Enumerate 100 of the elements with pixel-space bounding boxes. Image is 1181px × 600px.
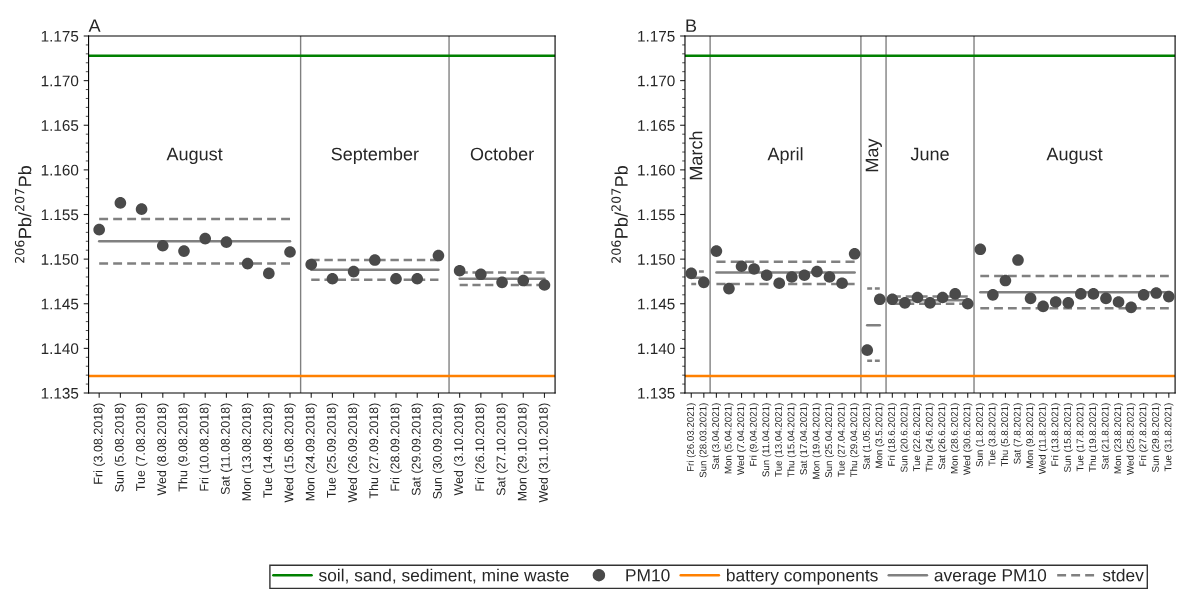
x-tick-label: Sat (1.05.2021) bbox=[862, 403, 872, 470]
x-tick-label: Wed (26.09.2018) bbox=[347, 403, 360, 503]
point bbox=[1150, 287, 1163, 299]
legend-label: PM10 bbox=[626, 569, 670, 582]
y-tick-label: 1.165 bbox=[41, 120, 79, 131]
x-tick-label: Mon (28.6.2021) bbox=[950, 403, 960, 474]
x-tick-label: Thu (29.04.2021) bbox=[850, 403, 860, 478]
annotation: September bbox=[331, 147, 419, 165]
x-tick-label: Thu (27.09.2018) bbox=[369, 403, 381, 499]
point bbox=[798, 269, 811, 281]
x-tick-label: Tue (27.04.2021) bbox=[837, 403, 847, 477]
y-tick-label: 1.170 bbox=[638, 75, 675, 87]
point bbox=[735, 260, 748, 273]
x-tick-label: Thu (24.6.2021) bbox=[925, 403, 935, 472]
y-tick-label: 1.160 bbox=[41, 164, 79, 176]
x-tick-label: Wed (25.8.2021) bbox=[1126, 403, 1136, 475]
y-tick-label: 1.135 bbox=[41, 387, 79, 399]
point bbox=[836, 277, 848, 290]
y-tick-label: 1.135 bbox=[638, 387, 675, 399]
x-tick-label: Sun (11.04.2021) bbox=[762, 403, 772, 477]
point bbox=[453, 264, 466, 277]
y-tick-label: 1.155 bbox=[41, 209, 79, 221]
y-tick-label: 1.145 bbox=[638, 298, 675, 310]
point bbox=[1137, 289, 1150, 301]
x-tick-label: Tue (3.8.2021) bbox=[988, 403, 998, 466]
annotation: August bbox=[1046, 147, 1103, 165]
y-tick-label: 1.175 bbox=[41, 31, 79, 42]
point bbox=[873, 293, 886, 306]
point bbox=[685, 267, 698, 280]
x-tick-label: Fri (27.8.2021) bbox=[1139, 403, 1149, 466]
y-axis-title: $^{206}$Pb/$^{207}$Pb bbox=[611, 165, 628, 263]
y-tick-label: 1.170 bbox=[41, 75, 79, 87]
y-axis-title: $^{206}$Pb/$^{207}$Pb bbox=[14, 165, 32, 263]
point bbox=[305, 258, 318, 271]
x-tick-label: Sat (26.6.2021) bbox=[938, 403, 948, 470]
y-tick-label: 1.155 bbox=[638, 209, 675, 221]
point bbox=[911, 291, 924, 304]
x-tick-label: Wed (3.10.2018) bbox=[453, 403, 466, 496]
x-tick-label: Wed (8.08.2018) bbox=[156, 403, 169, 496]
x-tick-label: Fri (28.09.2018) bbox=[390, 403, 402, 491]
point bbox=[1024, 292, 1037, 305]
x-tick-label: Tue (17.8.2021) bbox=[1076, 403, 1086, 472]
y-tick-label: 1.175 bbox=[638, 31, 675, 42]
x-tick-label: Fri (26.10.2018) bbox=[475, 403, 487, 491]
point bbox=[710, 245, 723, 257]
annotation: May bbox=[865, 138, 882, 172]
point bbox=[538, 279, 551, 291]
x-tick-label: Tue (31.8.2021) bbox=[1164, 403, 1174, 472]
point bbox=[949, 288, 961, 300]
x-tick-label: Mon (3.5.2021) bbox=[875, 403, 885, 468]
point bbox=[987, 289, 999, 301]
point bbox=[517, 274, 530, 287]
point bbox=[974, 243, 987, 256]
point bbox=[1112, 296, 1125, 308]
y-tick-label: 1.150 bbox=[638, 253, 675, 265]
point bbox=[886, 293, 899, 306]
x-tick-label: Sun (25.04.2021) bbox=[824, 403, 835, 478]
x-tick-label: Fri (13.8.2021) bbox=[1051, 403, 1061, 466]
y-tick-label: 1.140 bbox=[41, 343, 79, 355]
x-tick-label: Tue (25.09.2018) bbox=[326, 403, 339, 498]
x-tick-label: Sun (1.8.2021) bbox=[975, 403, 985, 467]
y-tick-label: 1.150 bbox=[41, 253, 79, 265]
x-tick-label: Thu (5.8.2021) bbox=[1000, 403, 1010, 467]
point bbox=[848, 247, 861, 260]
y-tick-label: 1.165 bbox=[638, 120, 675, 131]
y-tick-label: 1.145 bbox=[41, 298, 79, 310]
point bbox=[999, 274, 1012, 287]
point bbox=[241, 257, 254, 270]
point bbox=[326, 272, 339, 285]
x-tick-label: Sun (28.03.2021) bbox=[699, 403, 709, 478]
point bbox=[475, 268, 487, 281]
annotation: April bbox=[767, 147, 803, 165]
x-tick-label: Mon (13.08.2018) bbox=[241, 403, 254, 501]
x-tick-label: Sat (11.08.2018) bbox=[220, 403, 233, 495]
point bbox=[773, 277, 786, 290]
annotation: June bbox=[910, 147, 949, 161]
x-tick-label: Sat (27.10.2018) bbox=[496, 403, 508, 496]
x-tick-label: Wed (30.6.2021) bbox=[963, 403, 973, 475]
point bbox=[1163, 290, 1175, 303]
y-tick-label: 1.160 bbox=[638, 164, 675, 176]
x-tick-label: Fri (10.08.2018) bbox=[199, 403, 212, 491]
point bbox=[347, 265, 360, 278]
x-tick-label: Wed (31.10.2018) bbox=[538, 403, 551, 503]
x-tick-label: Fri (26.03.2021) bbox=[686, 403, 696, 472]
x-tick-label: Mon (9.8.2021) bbox=[1026, 403, 1036, 468]
point bbox=[284, 246, 296, 258]
point bbox=[1062, 297, 1075, 309]
x-tick-label: Sat (21.8.2021) bbox=[1101, 403, 1111, 470]
point bbox=[1075, 288, 1087, 300]
x-tick-label: Mon (5.04.2021) bbox=[724, 403, 734, 474]
point bbox=[961, 297, 974, 310]
point bbox=[1125, 301, 1137, 314]
x-tick-label: Sat (7.8.2021) bbox=[1013, 403, 1023, 464]
point bbox=[1087, 288, 1100, 300]
x-tick-label: Thu (9.08.2018) bbox=[178, 403, 190, 492]
point bbox=[156, 239, 169, 252]
x-tick-label: Sat (17.04.2021) bbox=[799, 403, 809, 475]
annotation: October bbox=[470, 147, 534, 161]
y-tick-label: 1.140 bbox=[638, 343, 675, 355]
point bbox=[369, 254, 381, 266]
